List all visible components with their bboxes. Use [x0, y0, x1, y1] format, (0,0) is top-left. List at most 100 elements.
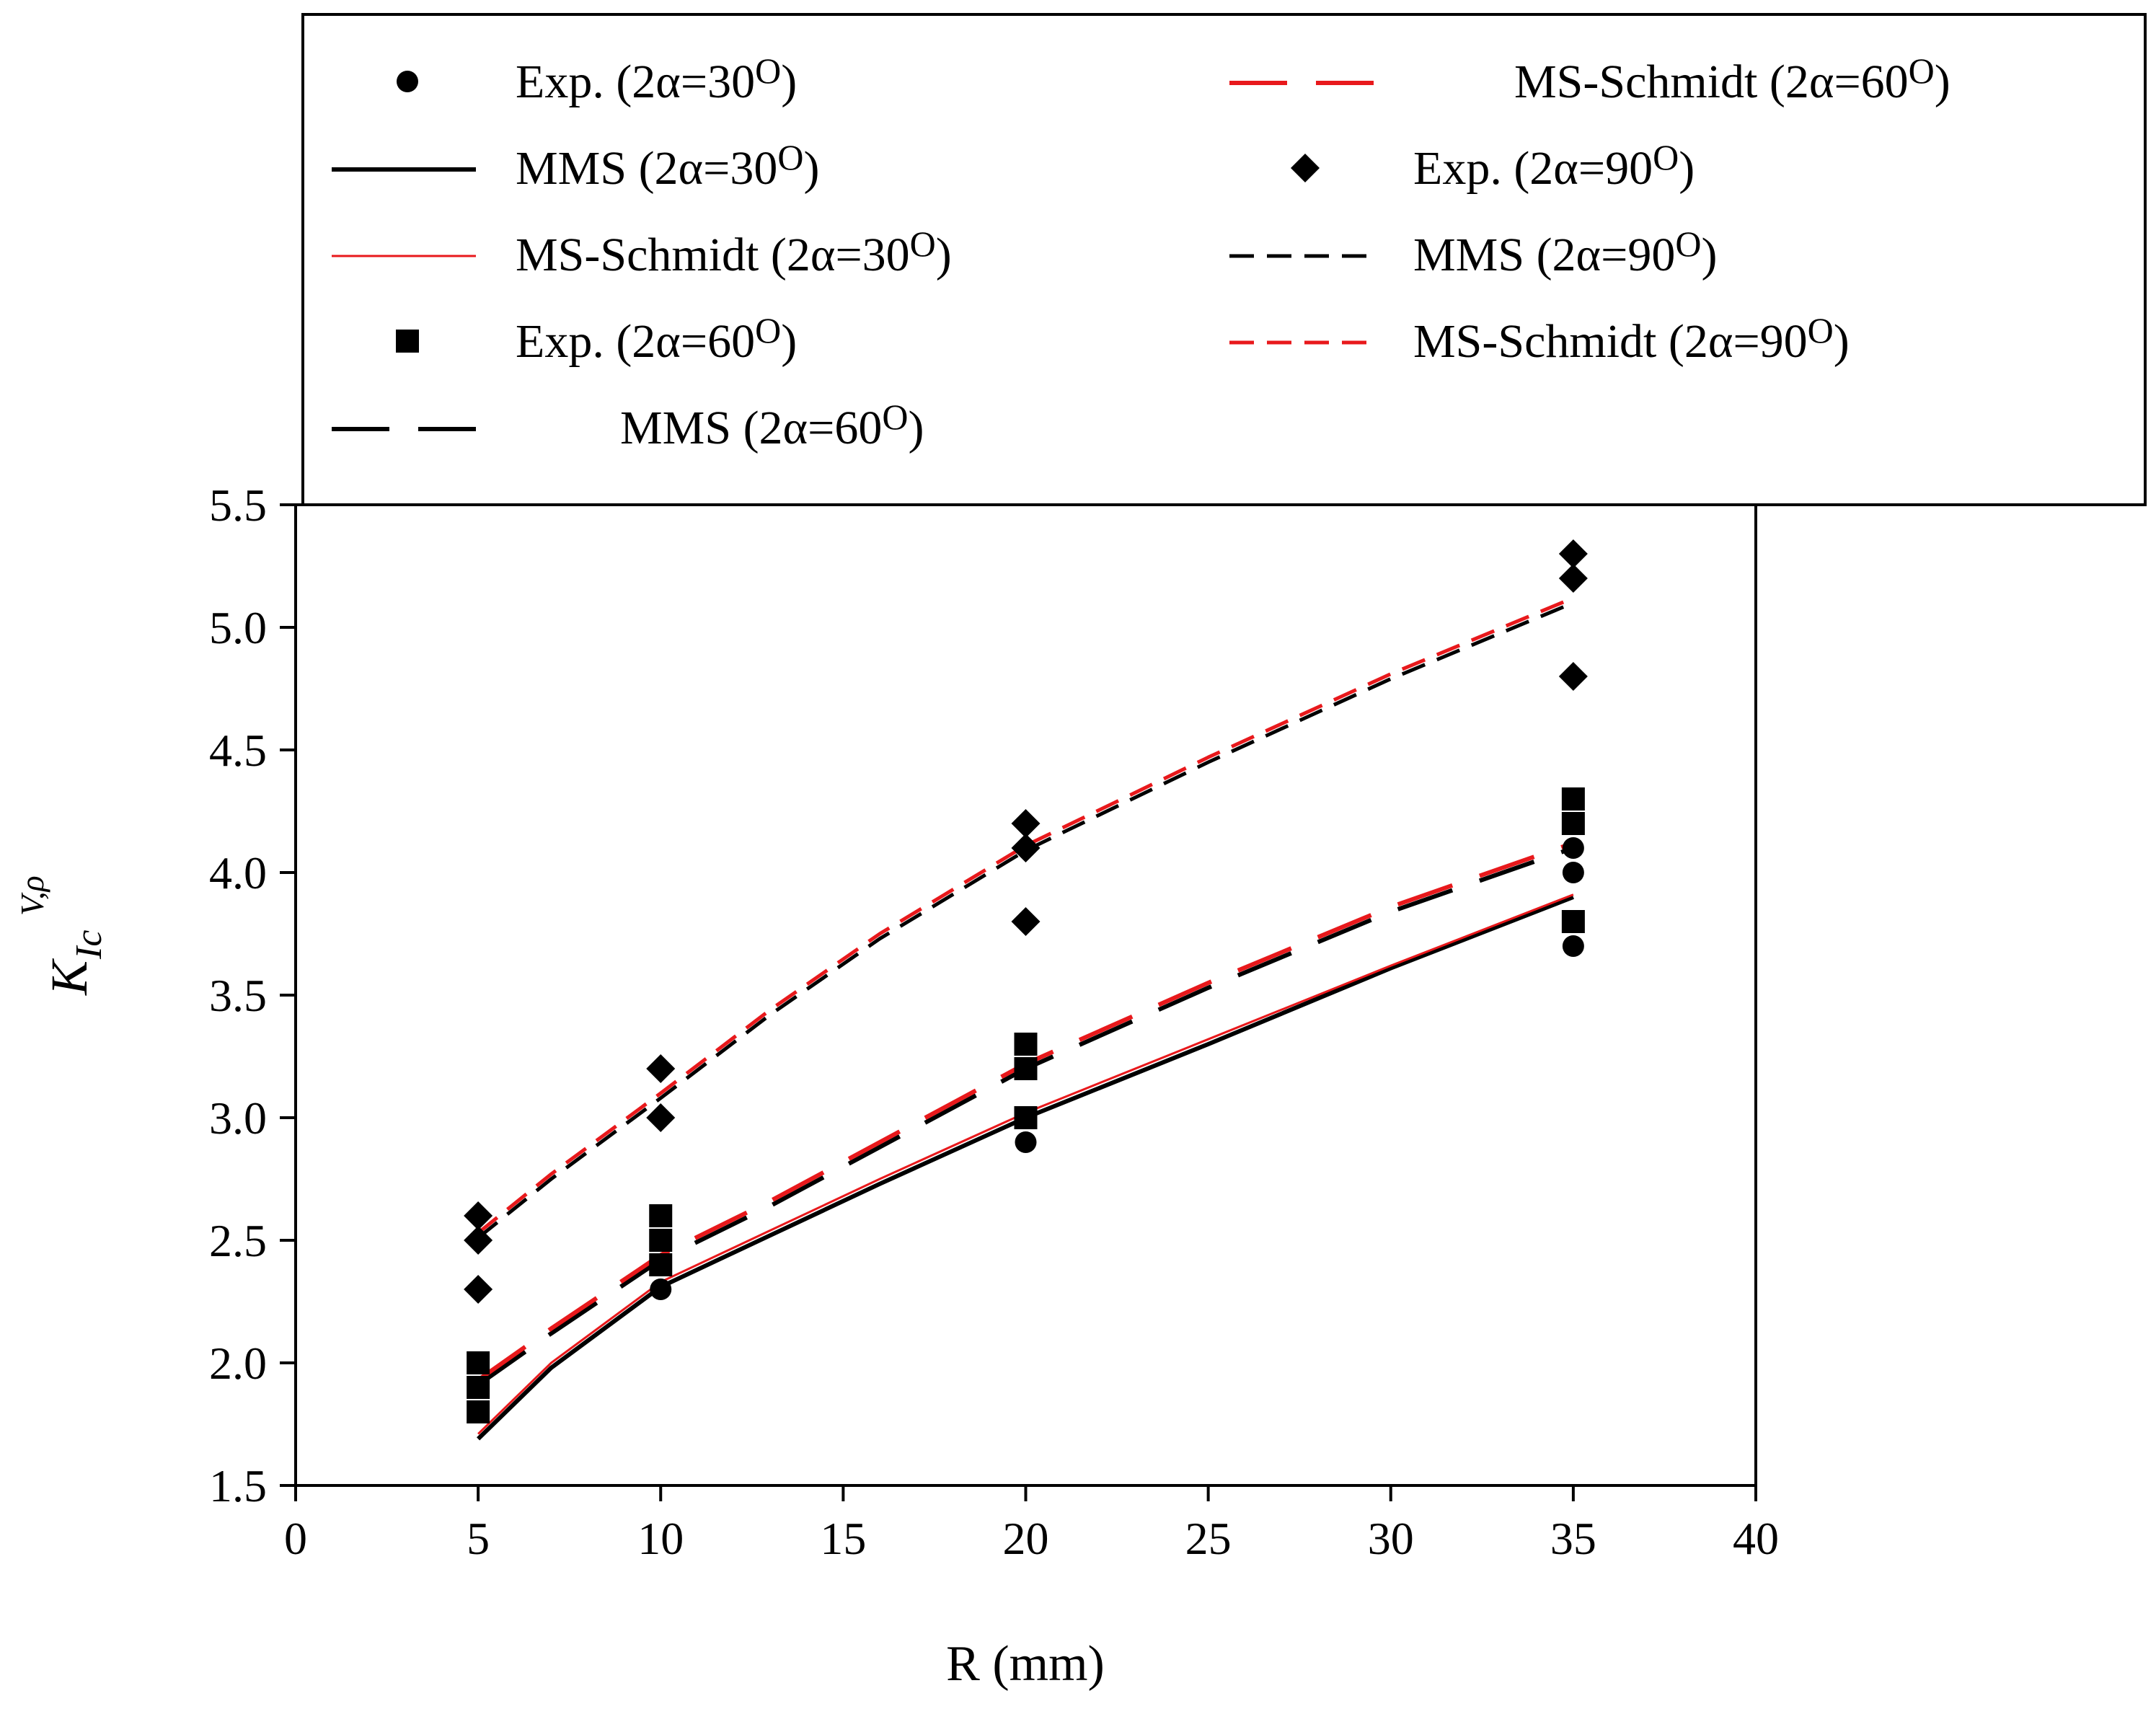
x-tick-label: 35 — [1550, 1513, 1596, 1564]
legend-swatch-exp90 — [1291, 154, 1320, 182]
legend-label-close: ) — [781, 315, 797, 368]
legend-label-degree: O — [1808, 310, 1834, 350]
data-point-exp30-10 — [1562, 862, 1584, 883]
legend-label-mms60: MMS (2α=60O) — [620, 397, 924, 454]
legend-label-degree: O — [1675, 224, 1701, 264]
legend-label-degree: O — [910, 224, 936, 264]
legend-label-close: ) — [936, 229, 952, 281]
series-line-mms30 — [477, 895, 1574, 1441]
data-point-exp30-6 — [1015, 1131, 1037, 1153]
legend-label-exp60: Exp. (2α=60O) — [516, 310, 797, 368]
series-line-mms60 — [477, 846, 1574, 1387]
data-point-exp60-2 — [467, 1351, 490, 1374]
legend-label-degree: O — [777, 137, 803, 177]
legend-label-exp30: Exp. (2α=30O) — [516, 50, 797, 108]
legend-item-mms60: MMS (2α=60O) — [332, 397, 924, 454]
legend-entries: Exp. (2α=30O)MMS (2α=30O)MS-Schmidt (2α=… — [332, 50, 1950, 454]
y-axis-title: K Ic V,ρ — [14, 875, 110, 996]
data-point-exp30-11 — [1562, 837, 1584, 859]
legend-label-degree: O — [755, 310, 781, 350]
data-point-exp90-9 — [1558, 564, 1588, 593]
y-tick-label: 3.0 — [209, 1092, 267, 1144]
legend-label-text: MS-Schmidt (2α=60 — [1514, 56, 1909, 108]
data-point-exp60-5 — [649, 1204, 673, 1227]
x-tick-label: 20 — [1003, 1513, 1049, 1564]
legend-label-close: ) — [1935, 56, 1950, 108]
legend-label-text: Exp. (2α=30 — [516, 56, 755, 108]
legend-label-text: MS-Schmidt (2α=90 — [1413, 315, 1808, 368]
series-mss60 — [477, 841, 1574, 1382]
legend-label-close: ) — [1834, 315, 1850, 368]
series-exp60 — [467, 787, 1585, 1423]
data-point-exp90-10 — [1558, 539, 1588, 568]
legend-item-mms30: MMS (2α=30O) — [332, 137, 819, 195]
x-tick-label: 30 — [1368, 1513, 1414, 1564]
series-line-mss90 — [477, 596, 1574, 1235]
data-point-exp90-5 — [1011, 907, 1041, 936]
legend-label-close: ) — [781, 56, 797, 108]
x-tick-label: 15 — [820, 1513, 866, 1564]
series-mss30 — [477, 893, 1574, 1435]
y-tick-label: 4.5 — [209, 725, 267, 776]
x-tick-label: 40 — [1733, 1513, 1779, 1564]
legend-item-mss90: MS-Schmidt (2α=90O) — [1229, 310, 1850, 368]
x-axis-title: R (mm) — [946, 1636, 1105, 1692]
legend-label-degree: O — [1653, 137, 1679, 177]
data-point-exp60-3 — [649, 1253, 673, 1276]
y-tick-label: 2.5 — [209, 1215, 267, 1266]
y-axis-title-subscript: Ic — [69, 930, 110, 960]
series-line-mss60 — [477, 841, 1574, 1382]
legend-label-mss90: MS-Schmidt (2α=90O) — [1413, 310, 1850, 368]
y-axis-title-superscript: V,ρ — [14, 875, 50, 916]
y-tick-label: 5.0 — [209, 602, 267, 653]
legend-label-text: Exp. (2α=60 — [516, 315, 755, 368]
x-tick-label: 10 — [637, 1513, 684, 1564]
series-mss90 — [477, 596, 1574, 1235]
legend-label-exp90: Exp. (2α=90O) — [1413, 137, 1695, 195]
series-exp90 — [464, 539, 1588, 1304]
legend-item-exp60: Exp. (2α=60O) — [396, 310, 797, 368]
legend-item-exp90: Exp. (2α=90O) — [1291, 137, 1695, 195]
legend-label-mms30: MMS (2α=30O) — [516, 137, 819, 195]
legend-label-degree: O — [882, 397, 908, 437]
data-point-exp90-4 — [646, 1054, 676, 1083]
series-mms60 — [477, 846, 1574, 1387]
y-tick-label: 3.5 — [209, 970, 267, 1021]
legend-label-degree: O — [1909, 50, 1935, 91]
y-tick-label: 5.5 — [209, 480, 267, 531]
data-point-exp90-8 — [1558, 662, 1588, 691]
series-line-mss30 — [477, 893, 1574, 1435]
data-point-exp30-9 — [1562, 935, 1584, 957]
legend-label-mss30: MS-Schmidt (2α=30O) — [516, 224, 952, 281]
legend-label-text: MMS (2α=30 — [516, 142, 777, 195]
data-point-exp60-6 — [1014, 1106, 1038, 1129]
legend-item-exp30: Exp. (2α=30O) — [397, 50, 797, 108]
legend-item-mms90: MMS (2α=90O) — [1229, 224, 1717, 281]
data-point-exp90-1 — [464, 1226, 493, 1255]
legend-label-close: ) — [908, 402, 924, 454]
data-point-exp30-3 — [650, 1279, 672, 1300]
data-point-exp60-1 — [467, 1376, 490, 1399]
legend-label-text: MMS (2α=60 — [620, 402, 882, 454]
legend-label-text: MMS (2α=90 — [1413, 229, 1675, 281]
series-layer — [464, 539, 1588, 1441]
legend-label-degree: O — [755, 50, 781, 91]
y-tick-label: 2.0 — [209, 1338, 267, 1389]
legend-item-mss30: MS-Schmidt (2α=30O) — [332, 224, 952, 281]
x-tick-label: 5 — [467, 1513, 490, 1564]
data-point-exp60-10 — [1561, 812, 1585, 835]
data-point-exp60-8 — [1014, 1033, 1038, 1056]
legend-label-text: Exp. (2α=90 — [1413, 142, 1653, 195]
data-point-exp90-0 — [464, 1275, 493, 1304]
data-point-exp90-2 — [464, 1201, 493, 1230]
legend-label-close: ) — [1701, 229, 1717, 281]
data-point-exp60-7 — [1014, 1057, 1038, 1080]
legend-label-close: ) — [803, 142, 819, 195]
y-tick-label: 4.0 — [209, 847, 267, 898]
data-point-exp90-3 — [646, 1103, 676, 1132]
legend-label-mss60: MS-Schmidt (2α=60O) — [1514, 50, 1950, 108]
legend — [301, 13, 2147, 506]
x-tick-label: 25 — [1185, 1513, 1232, 1564]
data-point-exp60-4 — [649, 1229, 673, 1252]
